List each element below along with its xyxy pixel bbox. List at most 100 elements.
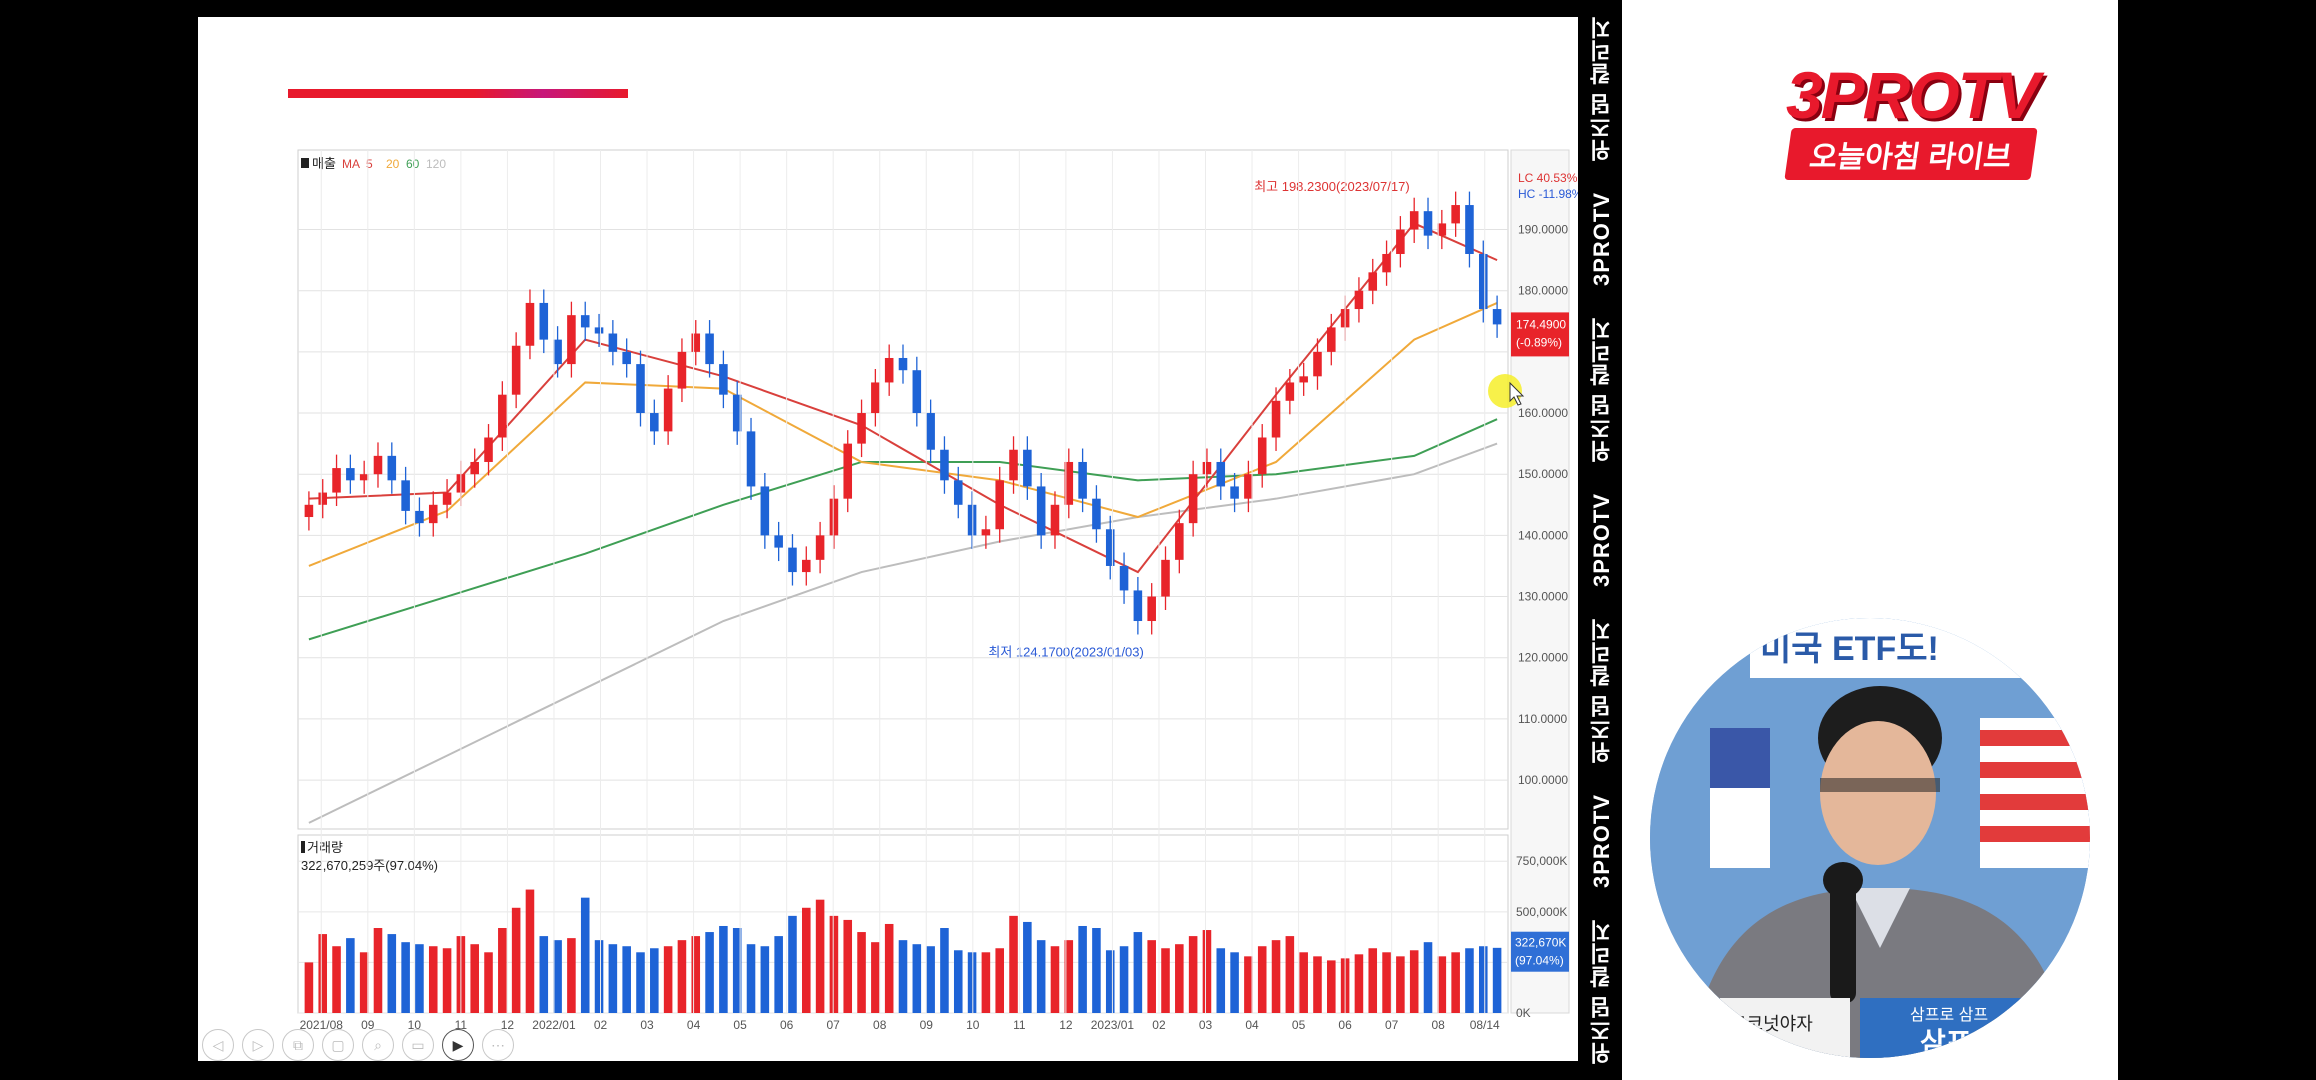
x-tick-label: 06 [1338,1018,1352,1032]
candle-body [1147,596,1156,622]
candle-body [967,504,977,536]
candle-body [484,437,493,462]
candle [1327,313,1336,366]
candle [677,338,687,403]
candle [567,301,576,378]
viewer-control-button[interactable]: ▷ [242,1029,274,1061]
candle [1078,448,1087,513]
side-band-text: 위즈덤 칼리지 [1589,15,1614,161]
candle-body [1188,474,1198,524]
presentation-slide: 190.0000180.0000170.0000160.0000150.0000… [198,17,1578,1061]
candle-body [1133,590,1143,622]
volume-bar [1382,952,1391,1013]
candle [1299,362,1308,396]
volume-bar [650,948,659,1013]
candle [359,460,369,494]
candle [498,381,507,451]
candle [926,399,935,464]
volume-bar [1023,921,1032,1013]
candle [705,320,714,378]
volume-bar [1202,930,1212,1013]
viewer-control-button[interactable]: ▭ [402,1029,434,1061]
candle-body [1105,529,1115,566]
x-tick-label: 09 [920,1018,934,1032]
side-band-text: 위즈덤 칼리지 [1589,618,1614,764]
volume-bar [857,932,866,1013]
viewer-control-button[interactable]: ⧉ [282,1029,314,1061]
candle-body [387,455,397,481]
viewer-control-button[interactable]: ▶ [442,1029,474,1061]
volume-bar [525,889,535,1013]
candle [815,521,825,574]
volume-bar [1105,950,1115,1013]
viewer-control-button[interactable]: ▢ [322,1029,354,1061]
candle-body [705,333,714,365]
candle [1105,515,1115,580]
volume-bar [1437,956,1447,1013]
candle-body [1492,309,1502,325]
candle [1023,436,1032,500]
candle [1188,460,1198,537]
candle [1271,387,1281,451]
x-tick-label: 03 [640,1018,654,1032]
price-tick-label: 140.0000 [1518,528,1568,542]
x-tick-label: 08 [873,1018,887,1032]
candle [553,326,562,378]
candle-body [857,413,866,444]
candle-body [843,443,853,499]
candle-body [1327,327,1336,352]
candle [774,521,783,562]
volume-title-marker [301,841,305,853]
volume-bar [677,940,687,1013]
volume-bar [1465,948,1474,1013]
side-band-text: 3PROTV [1589,794,1614,889]
viewer-control-button[interactable]: ◁ [202,1029,234,1061]
volume-bar [719,925,728,1013]
x-tick-label: 11 [455,1018,468,1032]
candle-body [981,529,991,536]
viewer-control-button[interactable]: ⋯ [482,1029,514,1061]
cursor-highlight [1488,374,1522,409]
candle [1437,209,1447,250]
volume-summary: 322,670,259주(97.04%) [301,858,438,873]
price-tick-label: 130.0000 [1518,590,1568,604]
candle [1313,338,1322,390]
candle [843,430,853,513]
volume-bar [1368,948,1378,1013]
candle-body [525,302,535,346]
volume-bar [940,928,949,1013]
price-plot-frame [297,149,1509,830]
mouse-cursor-icon [1509,381,1525,406]
price-tick-label: 100.0000 [1518,773,1568,787]
candle [1050,491,1060,549]
x-tick-label: 07 [827,1018,841,1032]
candle-body [1078,461,1087,499]
candle-body [1409,211,1419,230]
candle [691,320,701,366]
x-tick-label: 07 [1385,1018,1399,1032]
x-tick-label: 02 [1152,1018,1166,1032]
volume-bar [884,923,894,1013]
volume-bar [1423,942,1433,1013]
x-tick-label: 11 [1013,1018,1026,1032]
viewer-control-button[interactable]: ⌕ [362,1029,394,1061]
x-tick-label: 02 [594,1018,608,1032]
candle-body [774,535,783,548]
candle [1409,197,1419,243]
x-tick-label: 04 [687,1018,701,1032]
candle [1175,509,1184,574]
current-price-tag [1511,312,1569,357]
candle-body [677,351,687,389]
axis-strip [1510,149,1570,1014]
candle-body [1119,565,1129,591]
volume-bar [1244,956,1253,1013]
candle-body [401,480,410,511]
candle [415,497,424,537]
candle-body [1382,253,1391,273]
candle-body [1175,523,1184,560]
volume-bar [1327,960,1336,1013]
candle [346,454,355,494]
volume-bar [995,948,1004,1013]
current-change-label: (-0.89%) [1516,335,1562,349]
volume-bar [898,940,908,1013]
